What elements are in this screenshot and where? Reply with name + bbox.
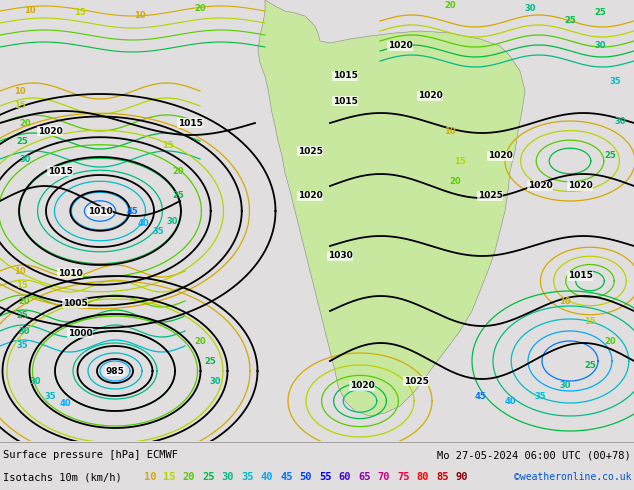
Text: 1020: 1020: [418, 92, 443, 100]
Text: 1015: 1015: [567, 271, 592, 280]
Text: 10: 10: [24, 6, 36, 16]
Text: 30: 30: [222, 472, 234, 482]
Text: 35: 35: [242, 472, 254, 482]
Text: 30: 30: [614, 117, 626, 125]
Text: 1015: 1015: [178, 119, 202, 127]
Text: 20: 20: [19, 119, 31, 127]
Text: Surface pressure [hPa] ECMWF: Surface pressure [hPa] ECMWF: [3, 450, 178, 460]
Text: 25: 25: [204, 357, 216, 366]
Text: 25: 25: [16, 312, 28, 320]
Text: 15: 15: [163, 472, 176, 482]
Text: 40: 40: [137, 219, 149, 227]
Text: 10: 10: [559, 296, 571, 305]
Text: 30: 30: [29, 376, 41, 386]
Text: 55: 55: [320, 472, 332, 482]
Text: 1010: 1010: [58, 269, 82, 277]
Text: 30: 30: [209, 376, 221, 386]
Text: 35: 35: [16, 342, 28, 350]
Text: 35: 35: [609, 76, 621, 85]
Text: 20: 20: [604, 337, 616, 345]
Text: 15: 15: [16, 281, 28, 291]
Text: 15: 15: [74, 8, 86, 18]
Text: 45: 45: [474, 392, 486, 400]
Text: 10: 10: [134, 11, 146, 21]
Text: 25: 25: [172, 192, 184, 200]
Text: 1025: 1025: [477, 192, 502, 200]
Text: 85: 85: [436, 472, 449, 482]
Text: 985: 985: [106, 367, 124, 375]
Text: 1020: 1020: [387, 42, 412, 50]
Text: 25: 25: [16, 137, 28, 146]
Text: 15: 15: [162, 142, 174, 150]
Text: 10: 10: [444, 126, 456, 136]
Text: 35: 35: [152, 226, 164, 236]
Text: 25: 25: [584, 362, 596, 370]
Text: 70: 70: [378, 472, 391, 482]
Text: 75: 75: [398, 472, 410, 482]
Text: 25: 25: [202, 472, 215, 482]
Text: 1030: 1030: [328, 251, 353, 261]
Text: 30: 30: [559, 382, 571, 391]
Text: 35: 35: [534, 392, 546, 400]
Text: 30: 30: [524, 4, 536, 14]
Text: 1020: 1020: [488, 151, 512, 161]
Text: 10: 10: [144, 472, 156, 482]
Text: 1000: 1000: [68, 328, 93, 338]
Text: 20: 20: [18, 296, 30, 305]
Text: 25: 25: [604, 151, 616, 161]
Text: 30: 30: [166, 217, 178, 225]
Text: 45: 45: [280, 472, 293, 482]
Text: 10: 10: [14, 87, 26, 96]
Polygon shape: [258, 0, 525, 416]
Text: 15: 15: [584, 317, 596, 325]
Text: 1020: 1020: [527, 181, 552, 191]
Text: 1020: 1020: [567, 181, 592, 191]
Text: 80: 80: [417, 472, 429, 482]
Text: 40: 40: [261, 472, 273, 482]
Text: 1020: 1020: [37, 126, 62, 136]
Text: Mo 27-05-2024 06:00 UTC (00+78): Mo 27-05-2024 06:00 UTC (00+78): [437, 450, 631, 460]
Text: 20: 20: [183, 472, 195, 482]
Text: 1015: 1015: [333, 97, 358, 105]
Text: 1020: 1020: [349, 382, 374, 391]
Text: 1015: 1015: [333, 72, 358, 80]
Text: 35: 35: [44, 392, 56, 400]
Text: 20: 20: [172, 167, 184, 175]
Text: 30: 30: [594, 42, 605, 50]
Text: 1020: 1020: [297, 192, 322, 200]
Text: 15: 15: [14, 101, 26, 111]
Text: 40: 40: [504, 396, 516, 406]
Text: 1010: 1010: [87, 206, 112, 216]
Text: 1025: 1025: [297, 147, 323, 155]
Text: 25: 25: [564, 17, 576, 25]
Text: 30: 30: [19, 154, 31, 164]
Text: 10: 10: [14, 267, 26, 275]
Text: 20: 20: [194, 337, 206, 345]
Text: 50: 50: [300, 472, 313, 482]
Text: 30: 30: [18, 326, 30, 336]
Text: 20: 20: [449, 176, 461, 186]
Text: 20: 20: [194, 4, 206, 14]
Text: 1005: 1005: [63, 298, 87, 308]
Text: 45: 45: [126, 206, 138, 216]
Text: 15: 15: [454, 156, 466, 166]
Text: 1015: 1015: [48, 167, 72, 175]
Text: 65: 65: [358, 472, 371, 482]
Text: 40: 40: [59, 398, 71, 408]
Text: 60: 60: [339, 472, 351, 482]
Text: 1025: 1025: [404, 376, 429, 386]
Text: ©weatheronline.co.uk: ©weatheronline.co.uk: [514, 472, 631, 482]
Text: 90: 90: [456, 472, 469, 482]
Text: 25: 25: [594, 8, 606, 18]
Text: 20: 20: [444, 1, 456, 10]
Text: Isotachs 10m (km/h): Isotachs 10m (km/h): [3, 472, 122, 482]
